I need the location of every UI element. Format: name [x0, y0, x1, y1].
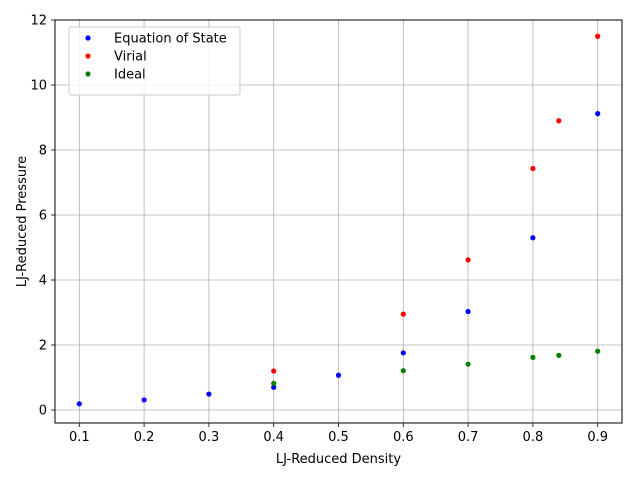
data-point	[76, 401, 82, 407]
legend-label: Equation of State	[114, 32, 227, 47]
y-tick-label: 10	[30, 79, 47, 94]
data-point	[400, 368, 406, 374]
data-point	[556, 118, 562, 124]
y-tick-label: 4	[39, 274, 47, 289]
data-point	[141, 397, 147, 403]
data-point	[530, 235, 536, 241]
data-point	[271, 380, 277, 386]
x-tick-label: 0.3	[199, 430, 220, 445]
legend-marker	[85, 53, 91, 59]
data-point	[206, 391, 212, 397]
data-point	[595, 111, 601, 117]
data-point	[556, 352, 562, 358]
legend-marker	[85, 35, 91, 41]
legend-label: Ideal	[114, 68, 146, 83]
y-tick-label: 8	[39, 144, 47, 159]
data-point	[465, 361, 471, 367]
data-point	[465, 308, 471, 315]
x-tick-label: 0.9	[587, 430, 608, 445]
data-point	[465, 257, 471, 263]
data-points	[76, 33, 601, 407]
data-point	[400, 311, 406, 317]
data-point	[271, 384, 277, 390]
legend-box	[68, 26, 241, 96]
axis-ticks: 0.1 0.2 0.3 0.4 0.5 0.6 0.7 0.8 0.9 0 2 4 6 8 10 12	[30, 14, 608, 446]
legend-marker	[85, 71, 91, 77]
x-tick-label: 0.5	[328, 430, 349, 445]
legend-label: Virial	[114, 50, 147, 65]
data-point	[595, 348, 601, 354]
x-axis-label: LJ-Reduced Density	[276, 452, 402, 467]
plot-frame	[54, 19, 623, 424]
x-tick-label: 0.8	[523, 430, 544, 445]
y-tick-label: 0	[39, 404, 47, 419]
y-axis-label: LJ-Reduced Pressure	[15, 156, 30, 287]
x-tick-label: 0.6	[393, 430, 414, 445]
data-point	[530, 354, 536, 360]
data-point	[271, 368, 277, 374]
x-tick-label: 0.2	[134, 430, 155, 445]
data-point	[335, 372, 342, 378]
y-tick-label: 6	[39, 209, 47, 224]
x-tick-label: 0.7	[458, 430, 479, 445]
y-tick-label: 12	[30, 14, 47, 29]
legend: Equation of State Virial Ideal	[68, 26, 241, 96]
y-tick-label: 2	[39, 339, 47, 354]
data-point	[595, 33, 601, 39]
x-tick-label: 0.4	[263, 430, 284, 445]
data-point	[400, 350, 406, 356]
data-point	[530, 165, 536, 172]
x-tick-label: 0.1	[69, 430, 90, 445]
